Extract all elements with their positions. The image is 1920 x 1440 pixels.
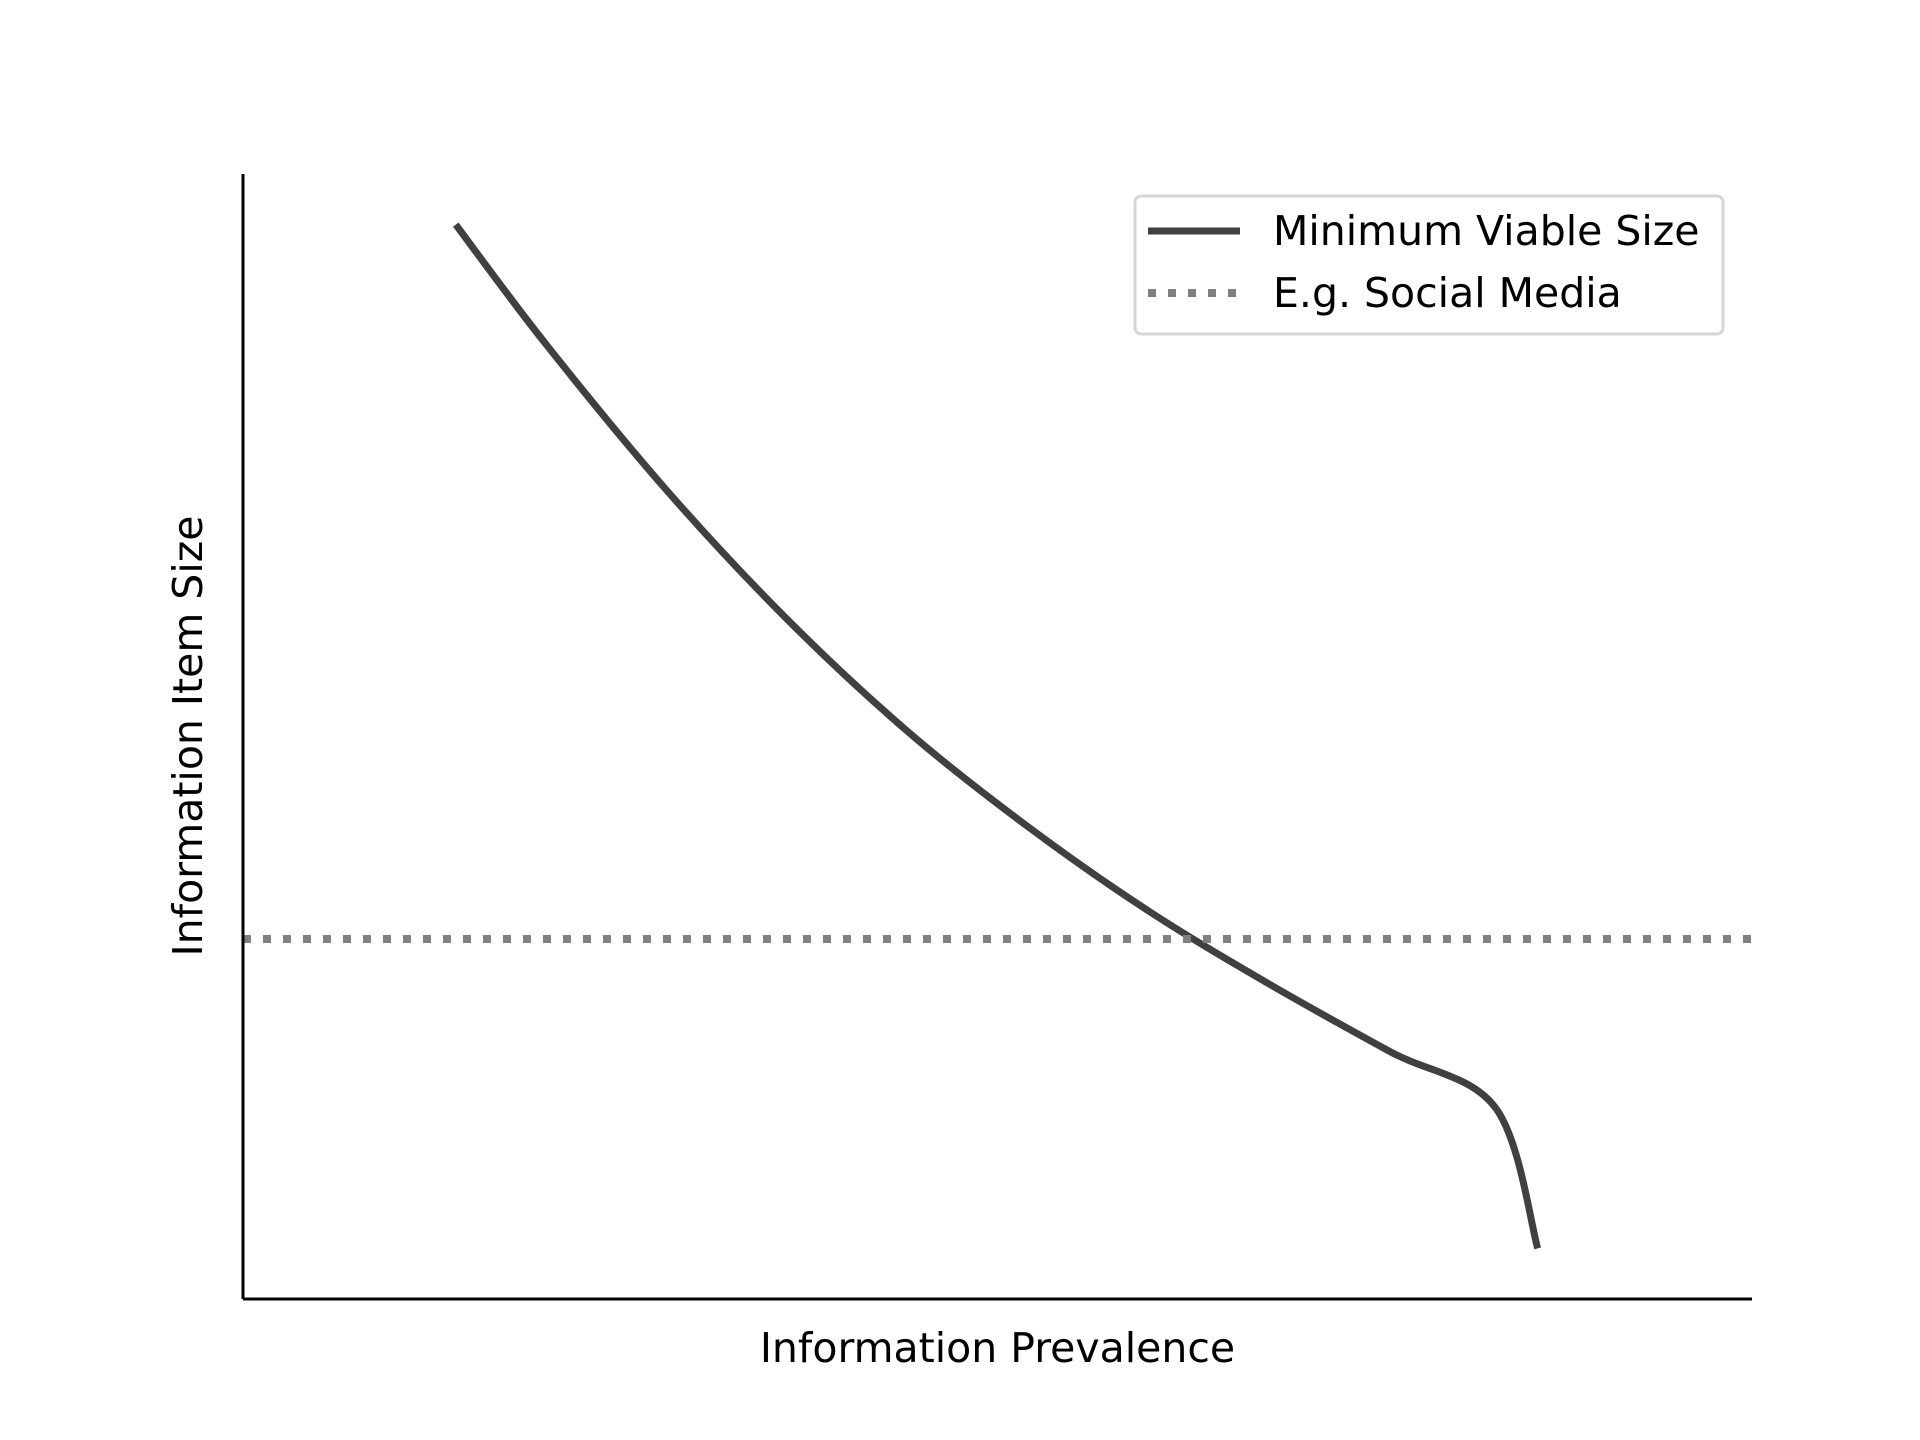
series-line-0 [452, 222, 1542, 1250]
x-axis-label: Information Prevalence [760, 1324, 1235, 1372]
legend-label-minimum-viable-size: Minimum Viable Size [1273, 207, 1700, 255]
legend-label-social-media: E.g. Social Media [1273, 269, 1622, 317]
legend-box [1133, 194, 1725, 336]
legend: Minimum Viable Size E.g. Social Media [1133, 194, 1725, 336]
plot-area [243, 222, 1752, 1250]
y-axis-label: Information Item Size [164, 516, 212, 957]
